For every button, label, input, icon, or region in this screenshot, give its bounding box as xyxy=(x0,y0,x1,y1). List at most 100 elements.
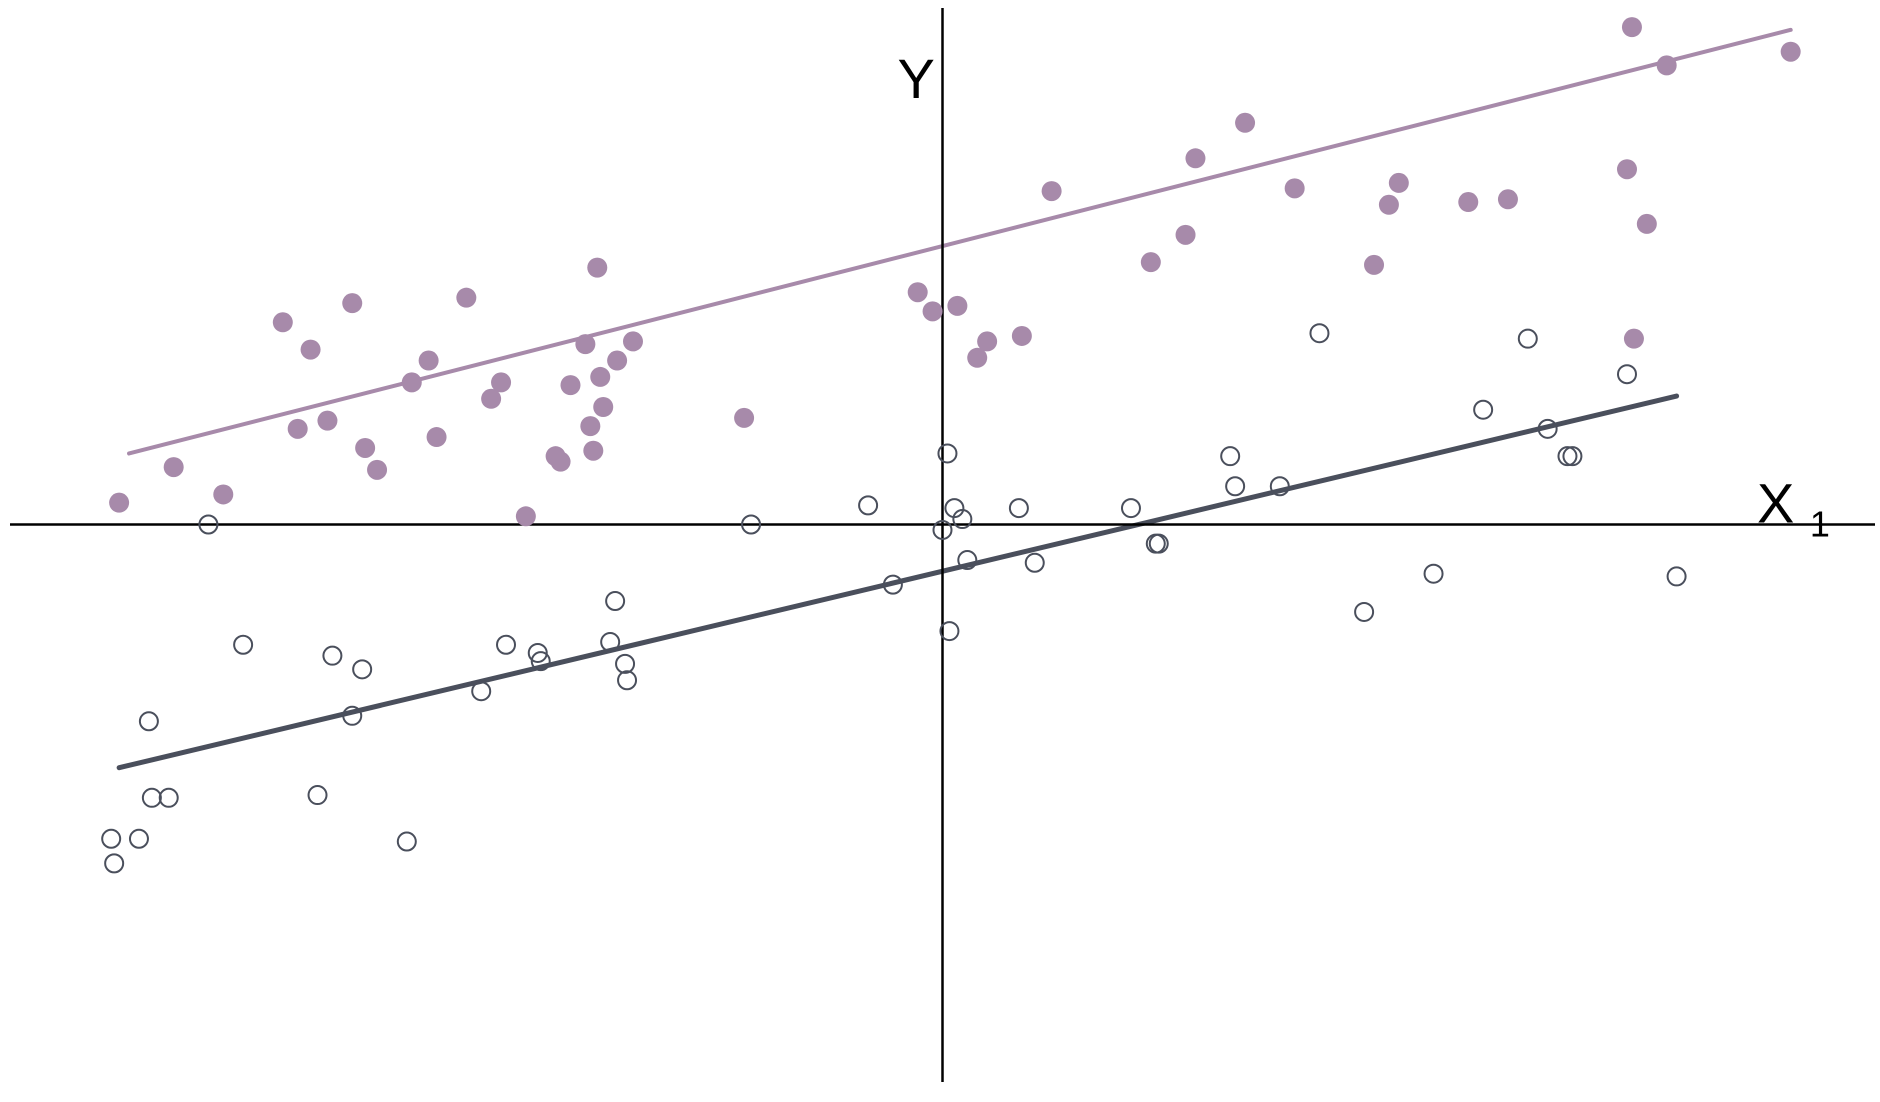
hollow-point xyxy=(957,550,978,571)
filled-point xyxy=(1656,55,1677,76)
hollow-point xyxy=(1148,533,1169,554)
filled-point xyxy=(550,451,571,472)
filled-point xyxy=(1458,192,1479,213)
hollow-point xyxy=(527,642,548,663)
hollow-point xyxy=(141,787,162,808)
hollow-point xyxy=(937,443,958,464)
filled-point xyxy=(1780,41,1801,62)
hollow-point xyxy=(1269,476,1290,497)
filled-point xyxy=(401,372,422,393)
filled-point xyxy=(607,350,628,371)
filled-point xyxy=(1636,213,1657,234)
filled-point xyxy=(367,459,388,480)
filled-point xyxy=(734,407,755,428)
filled-point xyxy=(1140,252,1161,273)
hollow-point xyxy=(1354,601,1375,622)
filled-point xyxy=(355,437,376,458)
filled-point xyxy=(1388,172,1409,193)
hollow-point xyxy=(138,711,159,732)
hollow-point xyxy=(158,787,179,808)
hollow-point xyxy=(198,514,219,535)
filled-point xyxy=(907,282,928,303)
filled-point xyxy=(163,457,184,478)
filled-point xyxy=(418,350,439,371)
hollow-point xyxy=(1120,498,1141,519)
filled-point xyxy=(1175,224,1196,245)
hollow-point xyxy=(615,653,636,674)
filled-point xyxy=(213,484,234,505)
hollow-point xyxy=(471,681,492,702)
filled-point xyxy=(622,331,643,352)
hollow-point xyxy=(307,785,328,806)
filled-point xyxy=(1041,181,1062,202)
hollow-point xyxy=(1537,418,1558,439)
filled-point xyxy=(1185,148,1206,169)
hollow-point xyxy=(322,645,343,666)
series-1 xyxy=(109,17,1801,527)
filled-point xyxy=(1616,159,1637,180)
filled-point xyxy=(272,312,293,333)
points-layer xyxy=(101,17,1801,874)
hollow-point xyxy=(1616,364,1637,385)
hollow-point xyxy=(1220,446,1241,467)
filled-point xyxy=(977,331,998,352)
filled-point xyxy=(491,372,512,393)
filled-point xyxy=(1621,17,1642,38)
filled-point xyxy=(1235,112,1256,133)
trendline-1 xyxy=(127,27,1793,456)
hollow-point xyxy=(605,591,626,612)
axes xyxy=(10,8,1875,1082)
x-axis-label: X xyxy=(1757,472,1794,535)
hollow-point xyxy=(352,659,373,680)
filled-point xyxy=(1364,254,1385,275)
hollow-point xyxy=(741,514,762,535)
filled-point xyxy=(300,339,321,360)
filled-point xyxy=(317,410,338,431)
hollow-point xyxy=(1473,399,1494,420)
hollow-point xyxy=(1024,552,1045,573)
filled-point xyxy=(587,257,608,278)
trendline-2 xyxy=(116,393,1680,771)
hollow-point xyxy=(952,509,973,530)
filled-point xyxy=(1623,328,1644,349)
hollow-point xyxy=(1557,446,1578,467)
filled-point xyxy=(947,295,968,316)
hollow-point xyxy=(496,634,517,655)
hollow-point xyxy=(1517,328,1538,349)
filled-point xyxy=(590,366,611,387)
hollow-point xyxy=(1562,446,1583,467)
hollow-point xyxy=(128,828,149,849)
x-axis-label-group: X 1 xyxy=(1757,472,1830,545)
hollow-point xyxy=(1423,563,1444,584)
filled-point xyxy=(426,427,447,448)
hollow-point xyxy=(939,621,960,642)
trendline-layer xyxy=(116,27,1793,771)
filled-point xyxy=(967,347,988,368)
filled-point xyxy=(583,440,604,461)
filled-point xyxy=(575,334,596,355)
filled-point xyxy=(1497,189,1518,210)
filled-point xyxy=(1378,194,1399,215)
filled-point xyxy=(456,287,477,308)
hollow-point xyxy=(1008,498,1029,519)
filled-point xyxy=(481,388,502,409)
hollow-point xyxy=(858,495,879,516)
hollow-point xyxy=(882,574,903,595)
filled-point xyxy=(109,492,130,513)
hollow-point xyxy=(530,651,551,672)
hollow-point xyxy=(932,519,953,540)
hollow-point xyxy=(101,828,122,849)
filled-point xyxy=(1284,178,1305,199)
hollow-point xyxy=(104,853,125,874)
hollow-point xyxy=(233,634,254,655)
y-axis-label: Y xyxy=(898,47,935,110)
filled-point xyxy=(593,396,614,417)
filled-point xyxy=(287,418,308,439)
filled-point xyxy=(580,416,601,437)
hollow-point xyxy=(1225,476,1246,497)
filled-point xyxy=(515,506,536,527)
filled-point xyxy=(560,375,581,396)
filled-point xyxy=(1011,325,1032,346)
hollow-point xyxy=(1309,323,1330,344)
